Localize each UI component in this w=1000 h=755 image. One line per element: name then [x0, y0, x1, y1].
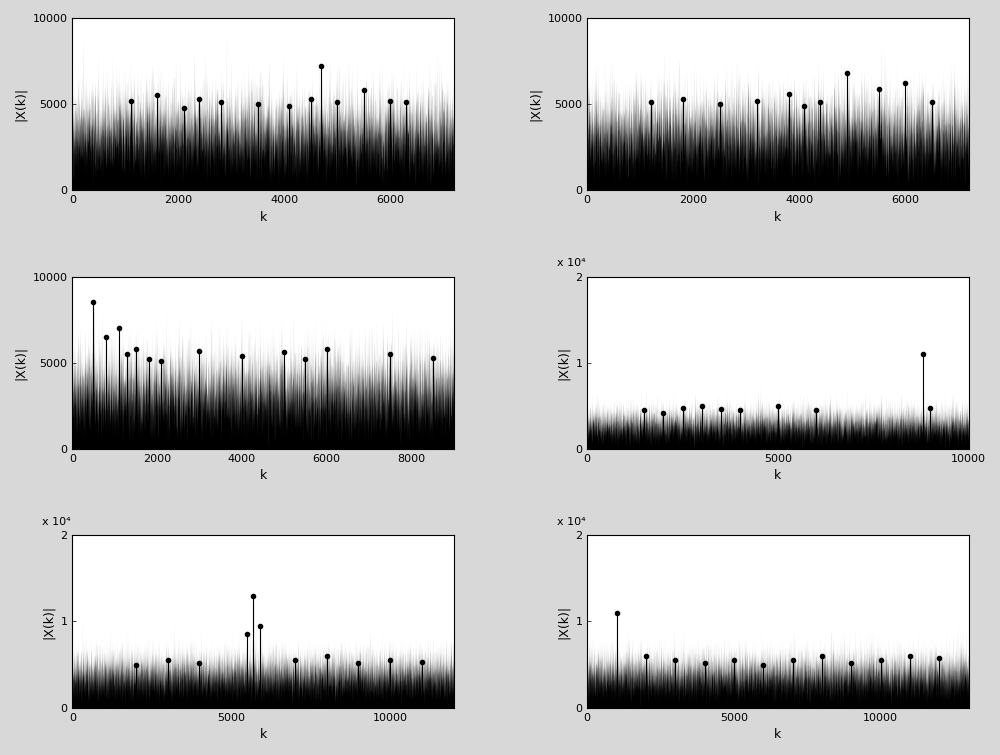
Y-axis label: |X(k)|: |X(k)|	[529, 87, 542, 121]
Y-axis label: |X(k)|: |X(k)|	[557, 346, 570, 380]
Y-axis label: |X(k)|: |X(k)|	[14, 87, 27, 121]
X-axis label: k: k	[774, 470, 782, 482]
X-axis label: k: k	[774, 728, 782, 741]
Text: x 10⁴: x 10⁴	[42, 516, 70, 527]
X-axis label: k: k	[259, 728, 267, 741]
Y-axis label: |X(k)|: |X(k)|	[557, 605, 570, 639]
Text: x 10⁴: x 10⁴	[557, 258, 585, 268]
X-axis label: k: k	[259, 470, 267, 482]
X-axis label: k: k	[259, 211, 267, 223]
Text: x 10⁴: x 10⁴	[557, 516, 585, 527]
X-axis label: k: k	[774, 211, 782, 223]
Y-axis label: |X(k)|: |X(k)|	[14, 346, 27, 380]
Y-axis label: |X(k)|: |X(k)|	[42, 605, 55, 639]
